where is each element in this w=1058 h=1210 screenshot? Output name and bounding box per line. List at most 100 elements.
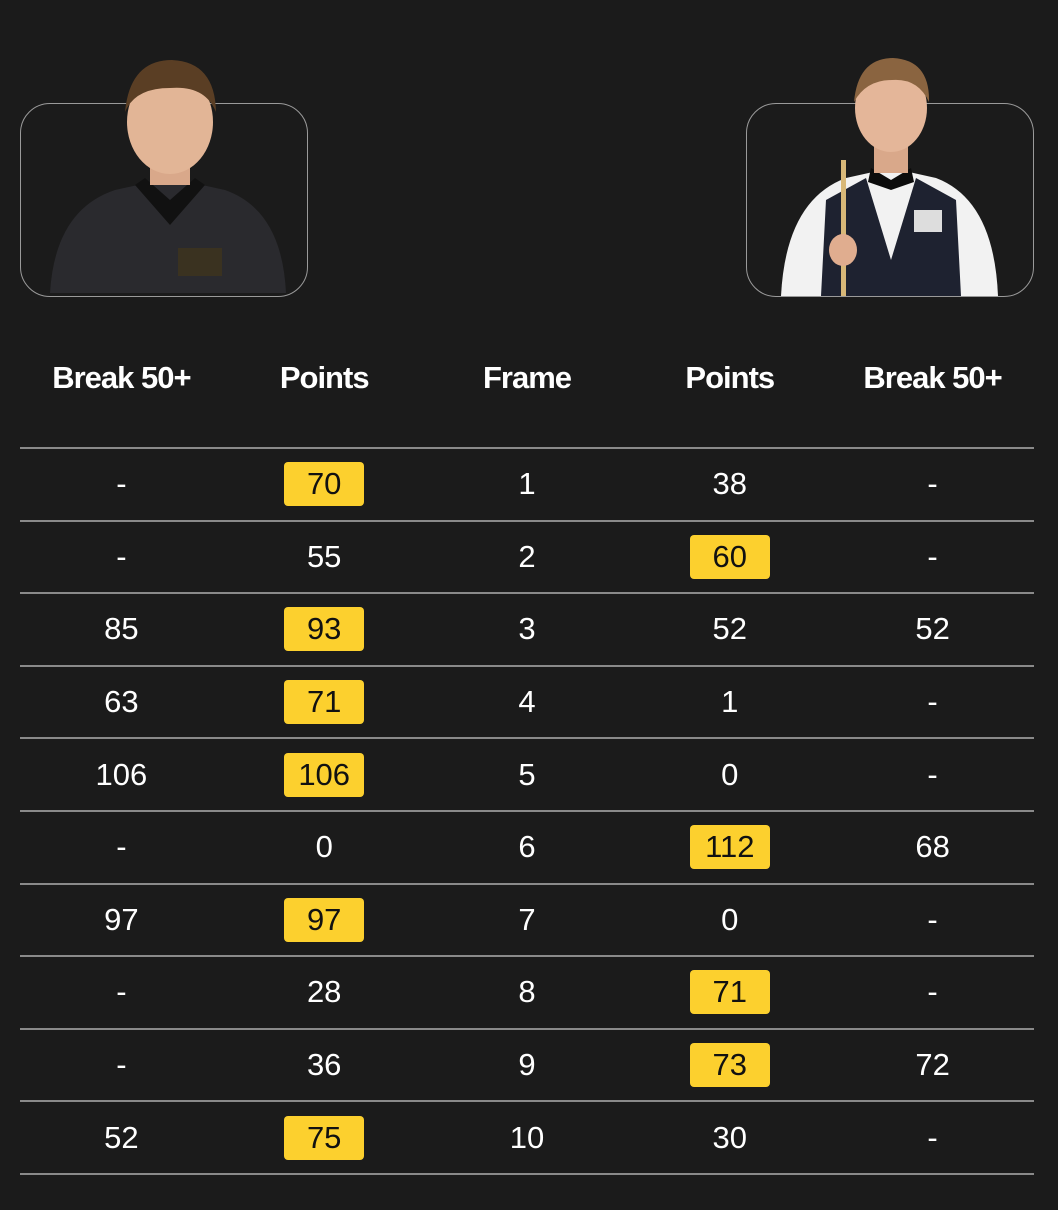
p2-points-cell: 73 [628, 1043, 831, 1088]
table-row: - 70 1 38 - [20, 449, 1034, 522]
p2-break: 68 [915, 829, 950, 865]
p2-points-cell: 112 [628, 825, 831, 870]
p1-break-cell: 106 [20, 753, 223, 797]
player-right-photo [781, 58, 998, 296]
p1-break-cell: - [20, 970, 223, 1014]
p2-break: 52 [915, 611, 950, 647]
p2-break-cell: 52 [831, 607, 1034, 651]
p1-points-winner-badge: 106 [284, 752, 365, 797]
p1-points-cell: 70 [223, 462, 426, 507]
frame-number: 10 [509, 1119, 545, 1155]
p1-points-cell: 106 [223, 752, 426, 797]
p2-break: - [927, 466, 938, 502]
p2-points-cell: 52 [628, 607, 831, 651]
p2-break: - [927, 756, 938, 792]
p2-break-cell: - [831, 462, 1034, 506]
player-left-card [20, 50, 310, 300]
frame-number-cell: 2 [426, 535, 629, 579]
table-row: 97 97 7 0 - [20, 885, 1034, 958]
p2-points: 0 [721, 901, 739, 937]
p1-break: 85 [104, 611, 139, 647]
header-p2-break: Break 50+ [863, 360, 1002, 395]
p2-points-cell: 38 [628, 462, 831, 506]
p1-points-cell: 75 [223, 1115, 426, 1160]
p2-points: 38 [712, 466, 748, 502]
p1-break: 97 [104, 901, 139, 937]
p1-points-cell: 28 [223, 970, 426, 1014]
table-header: Break 50+ Points Frame Points Break 50+ [20, 360, 1034, 396]
p2-points-cell: 1 [628, 680, 831, 724]
p2-break-cell: - [831, 898, 1034, 942]
frame-number: 6 [518, 829, 536, 865]
frame-number: 9 [518, 1047, 536, 1083]
p1-break-cell: - [20, 1043, 223, 1087]
p1-break-cell: - [20, 825, 223, 869]
p1-points-cell: 93 [223, 607, 426, 652]
player-right-card [746, 50, 1036, 300]
p1-break: 106 [95, 756, 148, 792]
p2-break: - [927, 901, 938, 937]
p1-points-cell: 36 [223, 1043, 426, 1087]
p2-break: 72 [915, 1047, 950, 1083]
p1-break: - [116, 974, 127, 1010]
p2-break-cell: - [831, 535, 1034, 579]
p2-break-cell: 68 [831, 825, 1034, 869]
p1-break-cell: - [20, 535, 223, 579]
p1-points: 36 [306, 1047, 342, 1083]
frame-number-cell: 7 [426, 898, 629, 942]
table-row: 52 75 10 30 - [20, 1102, 1034, 1175]
p2-break-cell: - [831, 680, 1034, 724]
table-row: - 0 6 112 68 [20, 812, 1034, 885]
p1-break: 63 [104, 684, 139, 720]
p2-break: - [927, 538, 938, 574]
p2-points-cell: 0 [628, 898, 831, 942]
table-row: - 36 9 73 72 [20, 1030, 1034, 1103]
p1-break: - [116, 829, 127, 865]
header-p2-points: Points [685, 360, 775, 395]
frame-number-cell: 5 [426, 753, 629, 797]
p2-points: 52 [712, 611, 748, 647]
p2-break: - [927, 1119, 938, 1155]
frame-number: 8 [518, 974, 536, 1010]
p1-break-cell: 97 [20, 898, 223, 942]
p2-break: - [927, 974, 938, 1010]
frame-number: 2 [518, 538, 536, 574]
p2-points-cell: 30 [628, 1116, 831, 1160]
p2-points: 1 [721, 684, 739, 720]
p1-break-cell: 63 [20, 680, 223, 724]
header-frame: Frame [482, 360, 572, 395]
frame-number-cell: 10 [426, 1116, 629, 1160]
p2-points-winner-badge: 112 [689, 825, 770, 870]
p1-points-cell: 55 [223, 535, 426, 579]
p2-points-cell: 71 [628, 970, 831, 1015]
frame-number: 4 [518, 684, 536, 720]
frame-number-cell: 6 [426, 825, 629, 869]
p2-points-winner-badge: 60 [689, 534, 770, 579]
frame-number: 5 [518, 756, 536, 792]
p1-points-cell: 97 [223, 897, 426, 942]
table-row: - 28 8 71 - [20, 957, 1034, 1030]
p1-points-cell: 71 [223, 680, 426, 725]
p2-points-winner-badge: 73 [689, 1043, 770, 1088]
p1-break: 52 [104, 1119, 139, 1155]
p1-points: 0 [315, 829, 333, 865]
frame-number-cell: 4 [426, 680, 629, 724]
frame-score-table: -70 1 38- -55 2 60-85 93 3 52 52 63 71 4 1-106 106 5 0- -… [20, 447, 1034, 1175]
frame-number: 7 [518, 901, 536, 937]
p2-points: 0 [721, 756, 739, 792]
table-row: 63 71 4 1 - [20, 667, 1034, 740]
p1-points-winner-badge: 71 [284, 680, 365, 725]
frame-number: 1 [518, 466, 536, 502]
p2-break-cell: 72 [831, 1043, 1034, 1087]
p1-break-cell: - [20, 462, 223, 506]
p1-points-winner-badge: 70 [284, 462, 365, 507]
p2-break-cell: - [831, 970, 1034, 1014]
p2-break: - [927, 684, 938, 720]
p1-points-winner-badge: 93 [284, 607, 365, 652]
p1-break: - [116, 538, 127, 574]
table-row: 106 106 5 0 - [20, 739, 1034, 812]
frame-number-cell: 8 [426, 970, 629, 1014]
p1-points: 55 [306, 538, 342, 574]
p2-points-cell: 0 [628, 753, 831, 797]
frame-number: 3 [518, 611, 536, 647]
